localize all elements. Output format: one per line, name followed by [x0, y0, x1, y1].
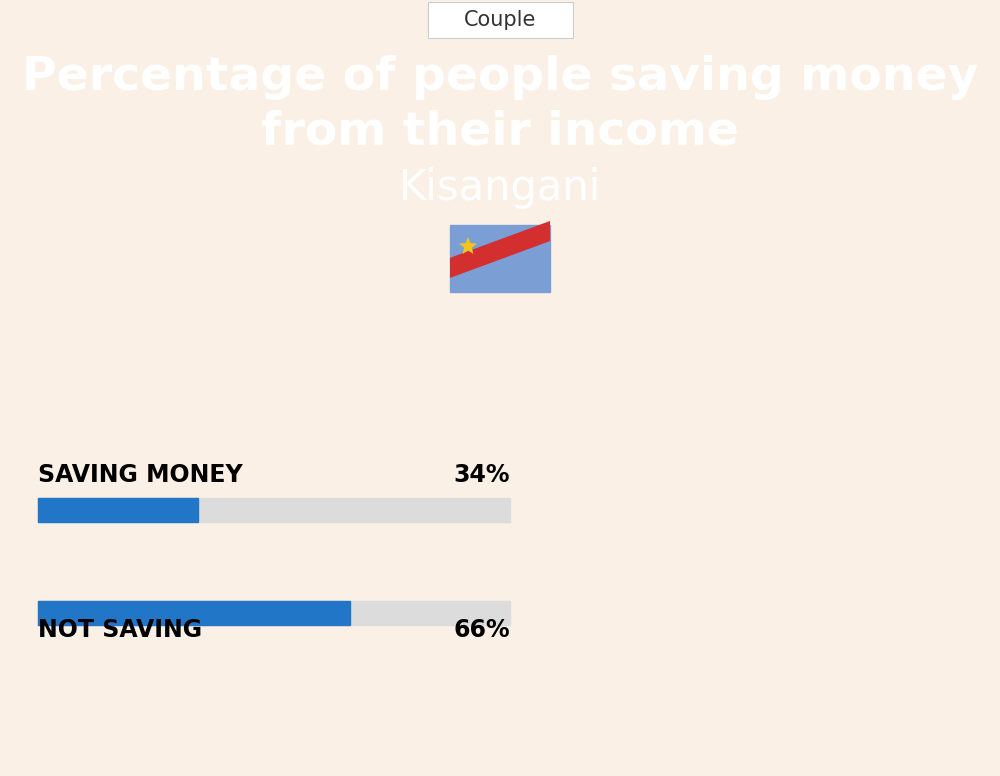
- FancyBboxPatch shape: [428, 2, 572, 38]
- Text: 66%: 66%: [453, 618, 510, 642]
- Polygon shape: [459, 237, 477, 254]
- Bar: [38, 498, 510, 522]
- Text: Couple: Couple: [464, 10, 536, 30]
- Polygon shape: [450, 221, 550, 278]
- Bar: [450, 225, 550, 292]
- Text: SAVING MONEY: SAVING MONEY: [38, 463, 243, 487]
- Text: Kisangani: Kisangani: [399, 167, 601, 209]
- Text: NOT SAVING: NOT SAVING: [38, 618, 202, 642]
- Text: 34%: 34%: [454, 463, 510, 487]
- Text: Percentage of people saving money: Percentage of people saving money: [22, 56, 978, 101]
- Bar: [38, 601, 350, 625]
- Text: from their income: from their income: [261, 109, 739, 154]
- Bar: [38, 498, 198, 522]
- Polygon shape: [450, 225, 550, 274]
- Bar: [38, 601, 510, 625]
